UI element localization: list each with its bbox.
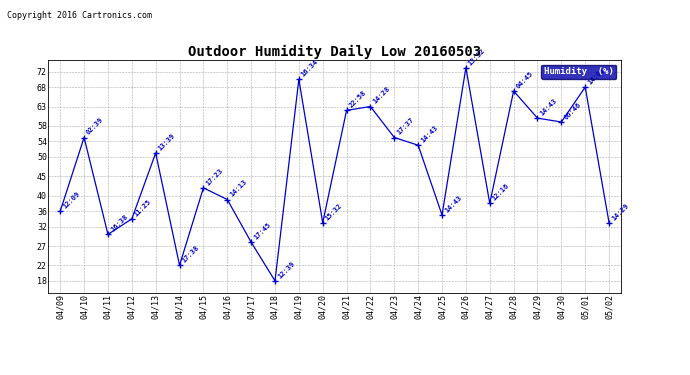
Text: Copyright 2016 Cartronics.com: Copyright 2016 Cartronics.com [7, 11, 152, 20]
Text: 12:09: 12:09 [61, 190, 81, 210]
Text: 13:32: 13:32 [467, 47, 486, 66]
Text: 15:32: 15:32 [324, 202, 344, 221]
Text: 14:28: 14:28 [372, 86, 391, 105]
Text: 16:34: 16:34 [300, 59, 319, 78]
Text: 14:43: 14:43 [420, 124, 439, 144]
Text: 12:16: 12:16 [491, 183, 511, 202]
Title: Outdoor Humidity Daily Low 20160503: Outdoor Humidity Daily Low 20160503 [188, 45, 481, 59]
Text: 12:39: 12:39 [277, 260, 295, 279]
Text: 17:38: 17:38 [181, 245, 200, 264]
Text: 14:29: 14:29 [611, 202, 630, 221]
Text: 02:39: 02:39 [86, 117, 105, 136]
Text: 11:25: 11:25 [133, 198, 152, 217]
Text: 17:45: 17:45 [253, 222, 272, 241]
Text: 04:45: 04:45 [515, 70, 534, 90]
Legend: Humidity  (%): Humidity (%) [541, 64, 616, 79]
Text: 13:39: 13:39 [157, 132, 177, 152]
Text: 14:43: 14:43 [539, 98, 558, 117]
Text: 14:13: 14:13 [228, 179, 248, 198]
Text: 17:37: 17:37 [395, 117, 415, 136]
Text: 16:38: 16:38 [109, 214, 128, 233]
Text: 14:43: 14:43 [444, 194, 463, 214]
Text: 06:46: 06:46 [563, 101, 582, 121]
Text: 14:01: 14:01 [586, 66, 606, 86]
Text: 17:23: 17:23 [205, 167, 224, 186]
Text: 22:58: 22:58 [348, 90, 367, 109]
